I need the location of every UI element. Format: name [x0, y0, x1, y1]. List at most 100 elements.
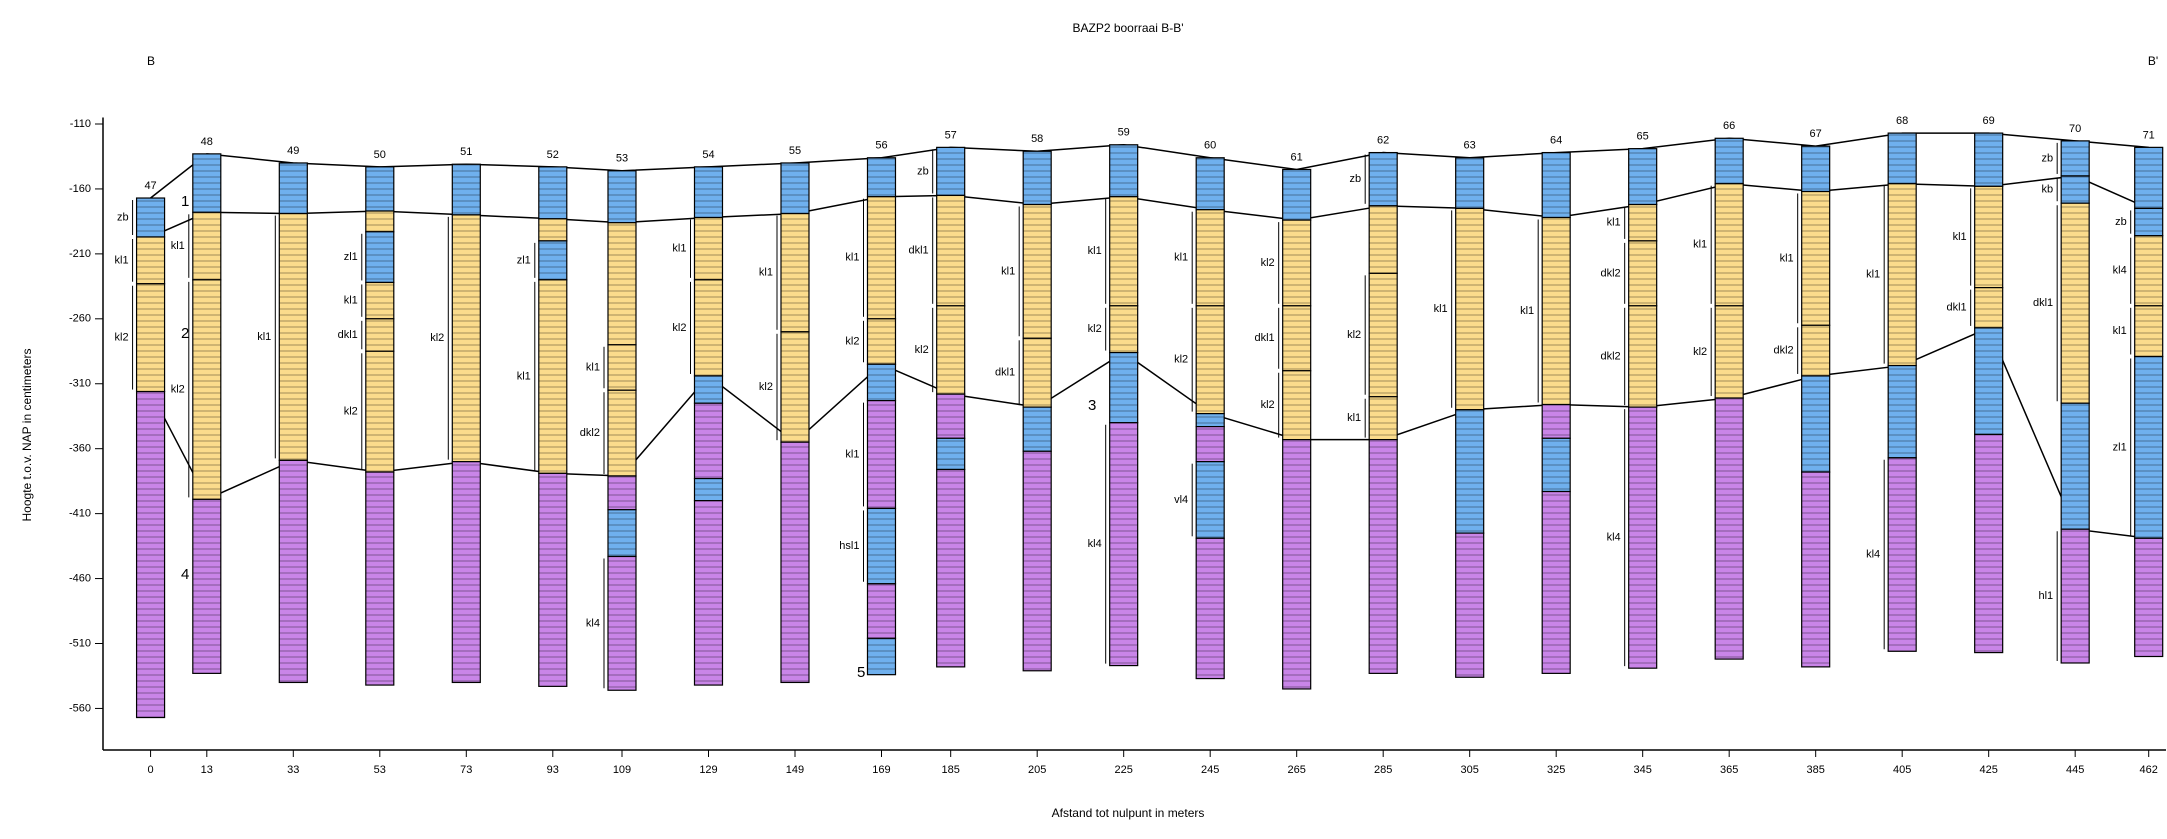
borehole-name: 69: [1983, 115, 1995, 127]
layer-hatch: [780, 162, 809, 214]
layer-hatch: [1369, 152, 1398, 206]
layer-hatch: [867, 318, 896, 365]
y-tick-label: -110: [70, 118, 91, 130]
y-tick-label: -560: [69, 702, 91, 714]
layer-label: kb: [2042, 183, 2054, 195]
y-tick-label: -210: [69, 248, 91, 260]
layer-hatch: [1628, 240, 1657, 306]
layer-label: zb: [2115, 216, 2127, 228]
layer-label: dkl2: [1600, 267, 1620, 279]
layer-label: dkl2: [580, 427, 600, 439]
layer-hatch: [1196, 461, 1225, 539]
layer-hatch: [1109, 352, 1138, 423]
layer-label: kl1: [1780, 252, 1794, 264]
layer-label: kl2: [115, 332, 129, 344]
layer-label: kl2: [915, 344, 929, 356]
layer-hatch: [1974, 186, 2003, 288]
layer-hatch: [694, 478, 723, 501]
layer-hatch: [279, 460, 308, 683]
layer-hatch: [365, 472, 394, 686]
layer-hatch: [1801, 191, 1830, 326]
y-tick-label: -360: [69, 443, 91, 455]
layer-label: kl1: [115, 254, 129, 266]
layer-label: kl4: [586, 617, 600, 629]
y-axis-label: Hoogte t.o.v. NAP in centimeters: [20, 349, 34, 522]
layer-hatch: [1542, 404, 1571, 439]
layer-hatch: [1196, 305, 1225, 414]
layer-hatch: [2061, 203, 2090, 404]
layer-label: kl1: [845, 252, 859, 264]
layer-hatch: [1801, 146, 1830, 192]
layer-hatch: [1282, 439, 1311, 689]
layer-label: kl2: [1174, 354, 1188, 366]
layer-hatch: [607, 344, 636, 391]
layer-hatch: [867, 400, 896, 509]
layer-hatch: [694, 500, 723, 686]
layer-hatch: [1542, 491, 1571, 674]
layer-hatch: [1715, 183, 1744, 306]
layer-hatch: [1369, 439, 1398, 674]
layer-label: kl1: [1520, 305, 1534, 317]
y-tick-label: -260: [69, 313, 91, 325]
layer-label: dkl2: [1600, 350, 1620, 362]
layer-hatch: [780, 442, 809, 683]
layer-hatch: [365, 211, 394, 232]
layer-hatch: [1196, 209, 1225, 306]
layer-hatch: [1888, 133, 1917, 184]
layer-hatch: [1023, 151, 1052, 205]
layer-hatch: [2134, 235, 2163, 306]
layer-hatch: [538, 240, 567, 280]
layer-hatch: [1888, 457, 1917, 652]
x-tick-label: 245: [1201, 764, 1219, 776]
borehole-name: 71: [2143, 129, 2155, 141]
layer-label: kl1: [1434, 303, 1448, 315]
layer-hatch: [538, 473, 567, 687]
layer-hatch: [192, 212, 221, 280]
layer-label: kl4: [1088, 538, 1102, 550]
layer-hatch: [1801, 325, 1830, 376]
layer-hatch: [607, 475, 636, 510]
borehole-name: 70: [2069, 123, 2081, 135]
layer-hatch: [1109, 196, 1138, 306]
layer-hatch: [1542, 217, 1571, 405]
layer-hatch: [1455, 208, 1484, 410]
y-tick-label: -410: [69, 508, 91, 520]
layer-label: kl1: [1001, 265, 1015, 277]
x-tick-label: 462: [2140, 764, 2158, 776]
layer-hatch: [365, 166, 394, 212]
layer-hatch: [1196, 413, 1225, 427]
layer-hatch: [279, 162, 308, 214]
x-tick-label: 425: [1979, 764, 1997, 776]
borehole-name: 61: [1291, 151, 1303, 163]
layer-hatch: [279, 213, 308, 461]
layer-hatch: [192, 279, 221, 500]
layer-hatch: [2134, 305, 2163, 357]
layer-label: kl1: [344, 295, 358, 307]
layer-hatch: [365, 351, 394, 473]
borehole-name: 57: [945, 129, 957, 141]
zone-label: 3: [1088, 397, 1096, 414]
correlation-line: [149, 326, 2149, 540]
layer-label: kl2: [1693, 346, 1707, 358]
layer-hatch: [1628, 204, 1657, 241]
layer-hatch: [1628, 305, 1657, 408]
layer-hatch: [1888, 183, 1917, 366]
borehole-name: 47: [144, 180, 156, 192]
zone-label: 1: [181, 193, 189, 210]
title: BAZP2 boorraai B-B': [1072, 21, 1183, 35]
borehole-name: 68: [1896, 115, 1908, 127]
y-tick-label: -160: [69, 183, 91, 195]
borehole-name: 49: [287, 145, 299, 157]
y-tick-label: -310: [69, 378, 91, 390]
layer-hatch: [1974, 133, 2003, 187]
layer-hatch: [1282, 370, 1311, 440]
layer-hatch: [452, 164, 481, 215]
layer-hatch: [607, 556, 636, 691]
layer-label: zb: [917, 165, 929, 177]
borehole-name: 58: [1031, 133, 1043, 145]
layer-hatch: [365, 318, 394, 352]
layer-hatch: [607, 509, 636, 557]
layer-label: dkl1: [338, 329, 358, 341]
x-tick-label: 109: [613, 764, 631, 776]
